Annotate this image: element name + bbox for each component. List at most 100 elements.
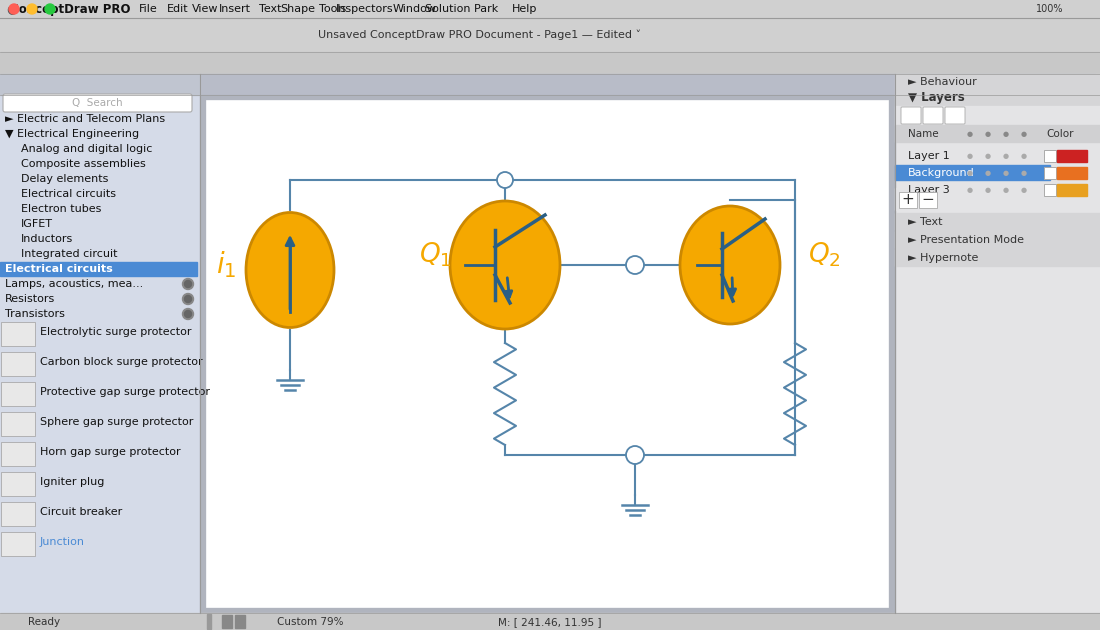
Text: Electrical circuits: Electrical circuits	[6, 264, 112, 274]
Text: Sphere gap surge protector: Sphere gap surge protector	[40, 417, 194, 427]
Text: ●: ●	[1021, 170, 1027, 176]
Text: −: −	[922, 193, 934, 207]
Circle shape	[626, 256, 644, 274]
FancyBboxPatch shape	[1, 442, 35, 466]
Text: Solution Park: Solution Park	[426, 4, 498, 14]
Bar	[1057, 167, 1087, 179]
Text: Shape: Shape	[280, 4, 316, 14]
Text: M: [ 241.46, 11.95 ]: M: [ 241.46, 11.95 ]	[498, 617, 602, 627]
Text: ●: ●	[7, 3, 18, 16]
Circle shape	[45, 4, 55, 14]
Text: Custom 79%: Custom 79%	[277, 617, 343, 627]
Bar	[895, 106, 1100, 125]
Text: ●: ●	[1021, 131, 1027, 137]
Text: Transistors: Transistors	[6, 309, 65, 319]
Text: ●: ●	[984, 153, 991, 159]
Text: $i_1$: $i_1$	[216, 249, 236, 280]
Text: 100%: 100%	[1036, 4, 1064, 14]
Ellipse shape	[246, 212, 334, 328]
Bar	[200, 74, 1094, 95]
Ellipse shape	[680, 206, 780, 324]
Text: Layer 3: Layer 3	[908, 185, 949, 195]
Text: $Q_2$: $Q_2$	[807, 241, 840, 269]
Bar	[0, 95, 200, 613]
FancyBboxPatch shape	[3, 94, 192, 112]
FancyBboxPatch shape	[1, 352, 35, 376]
Text: Integrated circuit: Integrated circuit	[21, 249, 118, 259]
Text: Inductors: Inductors	[21, 234, 74, 244]
Bar	[1044, 167, 1056, 179]
Bar	[0, 18, 1100, 52]
Text: Electrical circuits: Electrical circuits	[21, 189, 116, 199]
Text: ●: ●	[984, 170, 991, 176]
Bar	[0, 52, 1100, 74]
Bar	[895, 125, 1100, 142]
Text: Circuit breaker: Circuit breaker	[40, 507, 122, 517]
Text: Insert: Insert	[219, 4, 251, 14]
Text: Horn gap surge protector: Horn gap surge protector	[40, 447, 180, 457]
Bar	[0, 613, 1100, 630]
Ellipse shape	[450, 201, 560, 329]
Bar	[207, 614, 211, 629]
Text: Inspectors: Inspectors	[337, 4, 394, 14]
Text: ► Hypernote: ► Hypernote	[908, 253, 978, 263]
Text: Layer 1: Layer 1	[908, 151, 949, 161]
Text: Name: Name	[908, 129, 938, 139]
FancyBboxPatch shape	[923, 107, 943, 124]
FancyBboxPatch shape	[918, 192, 937, 208]
FancyBboxPatch shape	[1, 532, 35, 556]
Text: File: File	[139, 4, 157, 14]
Circle shape	[185, 295, 191, 302]
FancyBboxPatch shape	[899, 192, 917, 208]
Bar	[0, 74, 200, 95]
Bar	[895, 249, 1100, 266]
Bar	[895, 231, 1100, 248]
Text: View: View	[191, 4, 218, 14]
Circle shape	[9, 4, 19, 14]
FancyBboxPatch shape	[901, 107, 921, 124]
FancyBboxPatch shape	[1, 382, 35, 406]
FancyBboxPatch shape	[1, 472, 35, 496]
FancyBboxPatch shape	[1, 412, 35, 436]
Text: ●: ●	[1021, 187, 1027, 193]
Text: Help: Help	[513, 4, 538, 14]
FancyBboxPatch shape	[1, 502, 35, 526]
Text: ConceptDraw PRO: ConceptDraw PRO	[10, 3, 130, 16]
Text: ► Text: ► Text	[908, 217, 943, 227]
Circle shape	[497, 172, 513, 188]
Text: ► Presentation Mode: ► Presentation Mode	[908, 235, 1024, 245]
Bar	[200, 95, 895, 613]
Bar	[895, 165, 1050, 180]
Bar	[222, 615, 232, 628]
Text: ► Electric and Telecom Plans: ► Electric and Telecom Plans	[6, 114, 165, 124]
FancyBboxPatch shape	[1, 322, 35, 346]
Text: Lamps, acoustics, mea...: Lamps, acoustics, mea...	[6, 279, 143, 289]
Bar	[235, 615, 245, 628]
Bar	[1057, 184, 1087, 196]
Text: Delay elements: Delay elements	[21, 174, 109, 184]
Text: Color: Color	[1046, 129, 1074, 139]
Text: ●: ●	[967, 131, 974, 137]
Text: Background: Background	[908, 168, 975, 178]
Text: Junction: Junction	[40, 537, 85, 547]
Text: Q  Search: Q Search	[72, 98, 122, 108]
Text: Carbon block surge protector: Carbon block surge protector	[40, 357, 202, 367]
Text: $Q_1$: $Q_1$	[419, 241, 451, 269]
Text: Resistors: Resistors	[6, 294, 55, 304]
Text: ●: ●	[967, 187, 974, 193]
Text: Edit: Edit	[167, 4, 189, 14]
Text: Electrolytic surge protector: Electrolytic surge protector	[40, 327, 191, 337]
Bar	[895, 188, 1100, 210]
Text: Protective gap surge protector: Protective gap surge protector	[40, 387, 210, 397]
Text: Text: Text	[258, 4, 282, 14]
Bar	[895, 90, 1100, 106]
Text: Composite assemblies: Composite assemblies	[21, 159, 145, 169]
Text: +: +	[902, 193, 914, 207]
Circle shape	[183, 294, 194, 304]
Bar	[895, 74, 1100, 90]
Text: ●: ●	[967, 170, 974, 176]
Bar	[0, 0, 1100, 18]
Text: IGFET: IGFET	[21, 219, 53, 229]
Text: ●: ●	[984, 131, 991, 137]
Text: ●: ●	[1003, 131, 1009, 137]
